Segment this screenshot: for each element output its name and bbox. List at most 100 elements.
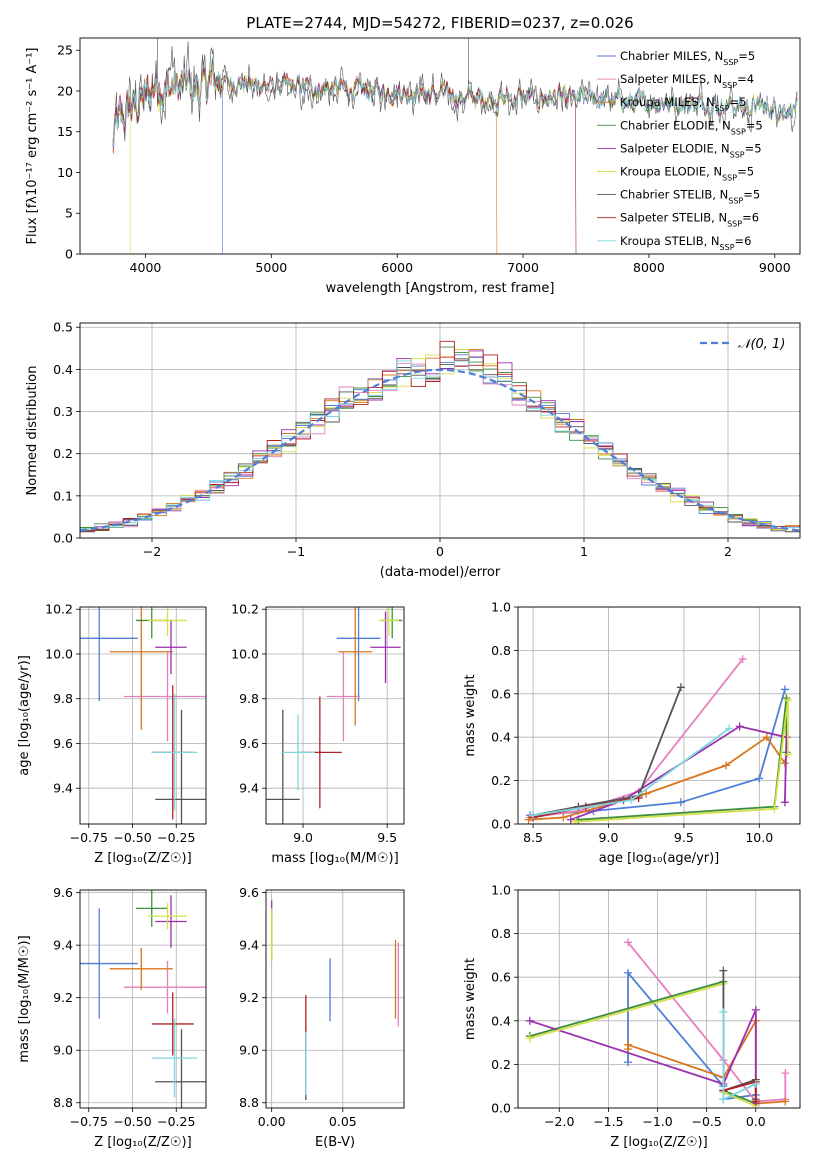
weight-marker: [624, 968, 633, 977]
legend-label: Salpeter STELIB, NSSP=6: [620, 211, 759, 229]
axes-spectrum: 4000 5000 6000 7000 8000 9000 0 5 10 15 20 25 wavele…: [25, 43, 791, 296]
weight-marker: [719, 1095, 728, 1104]
x-tick-label: 10.0: [745, 830, 773, 845]
legend-label: Kroupa ELODIE, NSSP=5: [620, 165, 754, 183]
weight-marker: [783, 696, 792, 705]
y-tick-label: 0.8: [491, 926, 511, 941]
y-axis-label: Normed distribution: [25, 366, 40, 496]
x-tick-label: −0.50: [113, 1114, 151, 1129]
y-tick-label: 1.0: [491, 600, 511, 615]
x-tick-label: 5000: [255, 260, 287, 275]
x-tick-label: 9.0: [599, 830, 619, 845]
weight-line-4: [529, 1009, 757, 1104]
y-tick-label: 10.0: [45, 646, 73, 661]
legend-label: Kroupa MILES, NSSP=5: [620, 95, 746, 113]
weight-marker: [755, 774, 764, 783]
y-tick-label: 9.2: [239, 990, 259, 1005]
error-bar-point: [338, 607, 373, 726]
x-axis-label: age [log₁₀(age/yr)]: [599, 851, 720, 866]
x-tick-label: 9.0: [293, 830, 313, 845]
frame-mass-weight-vs-Z: [517, 889, 801, 1109]
y-tick-label: 10: [57, 165, 73, 180]
legend-label: 𝒩(0, 1): [738, 337, 785, 352]
error-bar-point: [155, 895, 187, 948]
x-tick-label: −0.25: [157, 1114, 195, 1129]
weight-marker: [559, 813, 568, 822]
y-tick-label: 9.0: [239, 1043, 259, 1058]
error-bar-point: [109, 607, 173, 731]
y-axis-label: age [log₁₀(age/yr)]: [17, 655, 32, 776]
y-tick-label: 0.0: [491, 1101, 511, 1116]
weight-marker: [571, 817, 580, 824]
error-bar-point: [336, 607, 381, 701]
weight-line-5: [529, 982, 757, 1107]
x-axis-label: E(B-V): [315, 1135, 355, 1150]
y-tick-label: 0.4: [53, 362, 73, 377]
weight-marker: [751, 1080, 760, 1089]
axes-mass-vs-Z: −0.75 −0.50 −0.25 8.8 9.0 9.2 9.4 9.6 Z [log₁₀(Z…: [17, 885, 206, 1150]
y-tick-label: 8.8: [239, 1095, 259, 1110]
x-axis-label: Z [log₁₀(Z/Z☉)]: [94, 851, 191, 866]
frame-age-vs-Z: [79, 606, 207, 825]
x-tick-label: 0.05: [329, 1114, 357, 1129]
axes-mass-weight-vs-Z: −2.0 −1.5 −1.0 −0.5 0.0 0.0 0.2 0.4 0.6 0.8 1.0 Z […: [463, 883, 800, 1150]
error-bar-point: [80, 908, 138, 1019]
weight-marker: [762, 733, 771, 742]
axes-mass-vs-EBV: 0.00 0.05 8.8 9.0 9.2 9.4 9.6 E(B-V): [239, 885, 404, 1150]
frame-age-vs-mass: [265, 606, 405, 825]
error-bar-point: [155, 620, 187, 675]
weight-marker: [525, 1016, 534, 1025]
histogram-8: [80, 360, 800, 533]
points-age-vs-mass: [266, 607, 403, 824]
x-axis-label: Z [log₁₀(Z/Z☉)]: [94, 1135, 191, 1150]
points-mass-vs-EBV: [271, 900, 399, 1101]
y-tick-label: 0.4: [491, 730, 511, 745]
y-tick-label: 0.6: [491, 686, 511, 701]
x-tick-label: 2: [724, 544, 732, 559]
weight-marker: [529, 811, 538, 820]
y-tick-label: 9.4: [239, 938, 259, 953]
lines-mass-weight-vs-Z: [525, 938, 790, 1108]
x-tick-label: 9.5: [674, 830, 694, 845]
y-tick-label: 0.3: [53, 404, 73, 419]
y-tick-label: 9.6: [53, 736, 73, 751]
y-tick-label: 10.0: [231, 646, 259, 661]
y-tick-label: 0.0: [53, 531, 73, 546]
x-tick-label: 9.5: [377, 830, 397, 845]
y-tick-label: 20: [57, 83, 73, 98]
points-mass-vs-Z: [80, 890, 206, 1108]
y-tick-label: 0.2: [491, 773, 511, 788]
y-tick-label: 0.1: [53, 488, 73, 503]
x-tick-label: −1.0: [642, 1114, 672, 1129]
points-age-vs-Z: [80, 607, 206, 824]
frame-mass-vs-EBV: [265, 889, 405, 1109]
y-tick-label: 0.0: [491, 817, 511, 832]
weight-line-3: [578, 698, 788, 821]
y-tick-label: 8.8: [53, 1095, 73, 1110]
axes-mass-weight-vs-age: 8.5 9.0 9.5 10.0 0.0 0.2 0.4 0.6 0.8 1.0 age [log₁…: [463, 600, 800, 866]
weight-marker: [770, 804, 779, 813]
weight-marker: [751, 1097, 760, 1106]
y-axis-label: Flux [fλ10⁻¹⁷ erg cm⁻² s⁻¹ A⁻¹]: [25, 48, 40, 245]
y-tick-label: 1.0: [491, 883, 511, 898]
error-bar-point: [155, 709, 206, 824]
x-tick-label: −0.75: [70, 830, 108, 845]
x-tick-label: −1: [287, 544, 305, 559]
frame-mass-vs-Z: [79, 889, 207, 1109]
y-tick-label: 9.4: [239, 781, 259, 796]
y-tick-label: 9.6: [239, 885, 259, 900]
x-tick-label: −2: [143, 544, 161, 559]
x-tick-label: 8.5: [523, 830, 543, 845]
y-tick-label: 0.6: [491, 970, 511, 985]
y-tick-label: 0.8: [491, 643, 511, 658]
error-bar-point: [155, 1029, 206, 1108]
weight-line-0: [530, 689, 786, 817]
spectrum-lines: [112, 38, 798, 254]
weight-marker: [781, 1069, 790, 1078]
x-axis-label: wavelength [Angstrom, rest frame]: [326, 281, 555, 296]
frame-spectrum: [79, 37, 801, 255]
x-tick-label: 6000: [381, 260, 413, 275]
lines-mass-weight-vs-age: [524, 655, 792, 824]
error-bar-point: [109, 947, 173, 990]
legend-label: Salpeter ELODIE, NSSP=5: [620, 141, 762, 159]
